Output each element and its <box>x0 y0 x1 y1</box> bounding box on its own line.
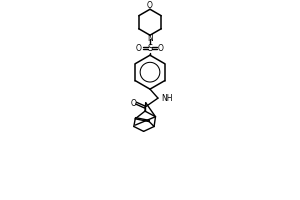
Text: O: O <box>131 99 137 108</box>
Text: S: S <box>147 44 153 53</box>
Text: N: N <box>147 34 153 43</box>
Text: O: O <box>147 1 153 10</box>
Text: NH: NH <box>161 94 173 103</box>
Text: O: O <box>136 44 142 53</box>
Text: O: O <box>158 44 164 53</box>
